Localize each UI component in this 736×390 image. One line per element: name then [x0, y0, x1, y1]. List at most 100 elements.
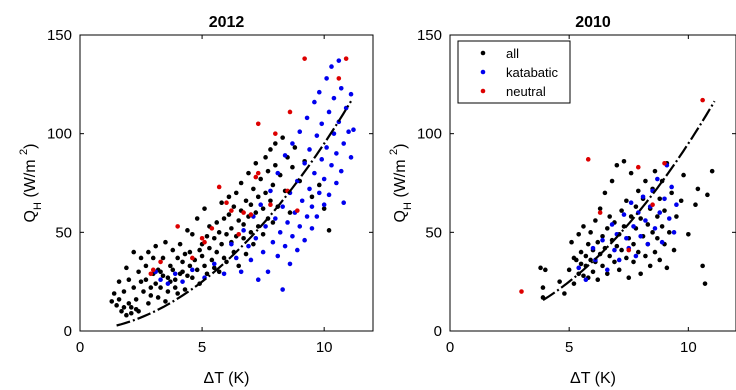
- point-katabatic: [233, 255, 239, 261]
- point-all: [136, 308, 141, 314]
- point-katabatic: [576, 265, 581, 271]
- point-all: [146, 249, 151, 255]
- point-katabatic: [612, 247, 617, 253]
- point-all: [290, 164, 295, 170]
- chart-title: 2010: [575, 14, 611, 31]
- point-all: [229, 226, 234, 231]
- point-all: [655, 214, 660, 219]
- point-katabatic: [302, 160, 307, 166]
- point-katabatic: [334, 151, 339, 156]
- point-all: [581, 224, 586, 229]
- point-katabatic: [321, 202, 327, 208]
- point-katabatic: [190, 267, 195, 273]
- point-all: [204, 271, 210, 277]
- point-all: [571, 281, 577, 286]
- point-all: [602, 190, 608, 196]
- point-all: [566, 267, 572, 273]
- point-katabatic: [307, 186, 312, 192]
- point-all: [182, 287, 188, 292]
- point-all: [652, 249, 658, 255]
- point-all: [202, 206, 207, 211]
- plot-frame: [79, 34, 374, 332]
- point-all: [578, 261, 584, 267]
- point-katabatic: [600, 237, 605, 243]
- point-all: [155, 295, 161, 300]
- point-katabatic: [616, 257, 622, 263]
- point-katabatic: [314, 214, 320, 219]
- point-katabatic: [297, 224, 303, 229]
- point-katabatic: [319, 121, 325, 127]
- point-all: [150, 255, 156, 261]
- point-all: [172, 285, 178, 290]
- point-all: [126, 301, 132, 306]
- point-neutral: [295, 208, 300, 213]
- legend-box: [457, 40, 571, 104]
- point-katabatic: [609, 222, 615, 227]
- point-all: [226, 194, 232, 200]
- point-katabatic: [316, 190, 322, 196]
- point-katabatic: [351, 127, 356, 133]
- point-all: [177, 241, 183, 247]
- point-katabatic: [172, 271, 178, 277]
- point-all: [231, 204, 237, 209]
- point-katabatic: [348, 91, 354, 97]
- x-tick-label: 10: [680, 339, 697, 356]
- point-katabatic: [312, 170, 317, 176]
- point-all: [119, 308, 124, 314]
- point-all: [226, 212, 232, 217]
- point-katabatic: [268, 188, 273, 194]
- point-all: [221, 255, 227, 261]
- point-all: [681, 172, 686, 178]
- point-all: [593, 218, 598, 223]
- point-neutral: [248, 212, 254, 217]
- point-neutral: [302, 56, 307, 61]
- y-tick-label: 150: [47, 27, 72, 44]
- point-katabatic: [255, 277, 261, 282]
- fit-curve: [116, 100, 352, 327]
- point-katabatic: [590, 245, 596, 251]
- point-all: [609, 178, 615, 184]
- point-all: [255, 194, 261, 200]
- point-all: [538, 265, 543, 271]
- point-all: [138, 279, 144, 284]
- point-all: [280, 135, 285, 140]
- point-all: [153, 281, 158, 286]
- point-all: [709, 168, 715, 174]
- point-all: [633, 204, 639, 209]
- point-katabatic: [229, 241, 234, 247]
- point-neutral: [268, 202, 273, 208]
- point-neutral: [224, 200, 229, 206]
- point-all: [190, 232, 195, 237]
- point-all: [199, 253, 205, 259]
- point-all: [631, 259, 636, 265]
- point-katabatic: [275, 253, 281, 259]
- point-katabatic: [241, 228, 246, 233]
- point-all: [595, 239, 601, 245]
- point-all: [621, 158, 627, 164]
- point-all: [595, 277, 601, 282]
- point-all: [619, 247, 624, 253]
- point-neutral: [216, 184, 222, 190]
- point-all: [316, 182, 322, 188]
- point-all: [628, 214, 634, 219]
- point-neutral: [158, 259, 163, 265]
- point-all: [124, 265, 129, 271]
- legend: all katabatic neutral: [457, 40, 571, 104]
- point-all: [669, 190, 674, 196]
- point-all: [631, 241, 636, 247]
- point-all: [273, 141, 278, 146]
- point-all: [182, 251, 188, 257]
- point-all: [190, 275, 195, 281]
- point-all: [219, 200, 224, 206]
- point-all: [635, 188, 641, 194]
- point-katabatic: [246, 243, 251, 249]
- point-all: [163, 239, 168, 245]
- y-tick-label: 0: [434, 323, 442, 340]
- point-all: [574, 257, 579, 263]
- point-all: [128, 305, 134, 310]
- point-neutral: [199, 235, 205, 241]
- point-all: [643, 178, 648, 184]
- point-neutral: [229, 208, 234, 213]
- point-all: [241, 222, 246, 227]
